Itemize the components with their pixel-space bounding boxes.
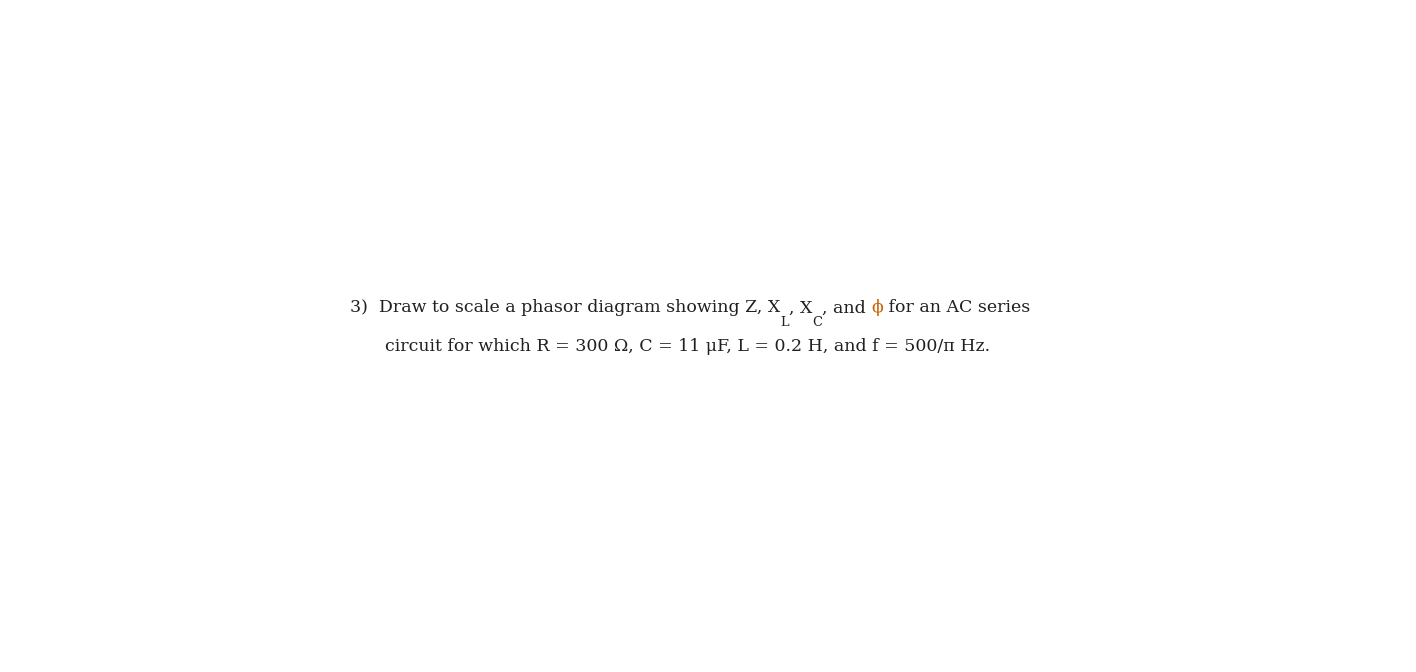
Text: ϕ: ϕ xyxy=(871,300,884,317)
Text: C: C xyxy=(811,316,821,329)
Text: for an AC series: for an AC series xyxy=(884,300,1029,317)
Text: circuit for which R = 300 Ω, C = 11 μF, L = 0.2 H, and f = 500/π Hz.: circuit for which R = 300 Ω, C = 11 μF, … xyxy=(385,338,990,355)
Text: , X: , X xyxy=(789,300,811,317)
Text: L: L xyxy=(780,316,789,329)
Text: 3)  Draw to scale a phasor diagram showing Z, X: 3) Draw to scale a phasor diagram showin… xyxy=(350,300,780,317)
Text: , and: , and xyxy=(821,300,871,317)
